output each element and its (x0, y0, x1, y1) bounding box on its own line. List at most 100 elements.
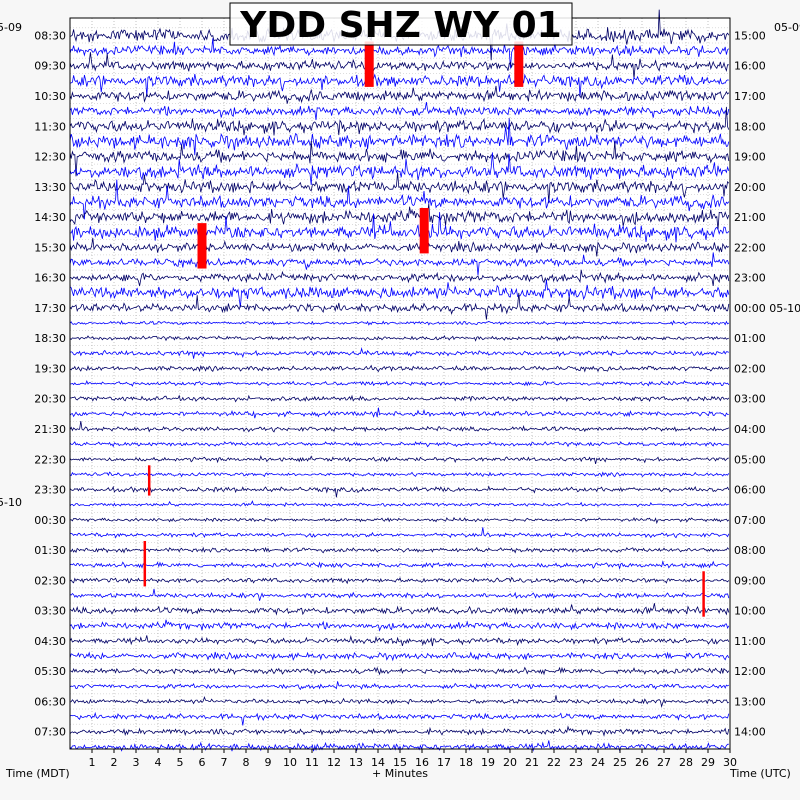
x-tick-label: 2 (111, 756, 118, 769)
left-time-label: 12:30 (34, 151, 66, 164)
left-date-mid: 05-10 (0, 496, 22, 509)
x-tick-label: 6 (199, 756, 206, 769)
trace-21 (69, 347, 729, 359)
x-tick-label: 29 (701, 756, 715, 769)
right-time-label: 18:00 (734, 120, 766, 133)
x-axis: 1 2 3 4 5 6 7 8 9 10 11 12 13 14 15 16 17 18 19 20 21 22 23 24 2… (89, 749, 737, 769)
right-time-label: 13:00 (734, 695, 766, 708)
x-tick-label: 20 (503, 756, 517, 769)
right-date-top: 05-09 (774, 21, 800, 34)
traces-layer (69, 9, 730, 752)
event-mark (419, 207, 429, 254)
trace-9 (69, 152, 730, 186)
left-time-axis: 08:30 09:30 10:30 11:30 12:30 13:30 14:30 15:30… (34, 29, 66, 738)
left-time-label: 22:30 (34, 453, 66, 466)
trace-18 (69, 292, 730, 320)
trace-42 (69, 666, 730, 676)
x-tick-label: 10 (283, 756, 297, 769)
left-time-label: 09:30 (34, 60, 66, 73)
left-time-label: 04:30 (34, 635, 66, 648)
event-mark (143, 541, 147, 587)
x-tick-label: 5 (177, 756, 184, 769)
left-time-label: 14:30 (34, 211, 66, 224)
x-tick-label: 14 (371, 756, 385, 769)
trace-40 (69, 635, 730, 647)
left-time-label: 03:30 (34, 605, 66, 618)
event-mark (702, 571, 705, 617)
trace-29 (69, 471, 730, 478)
left-time-label: 20:30 (34, 393, 66, 406)
trace-15 (69, 252, 730, 276)
trace-23 (69, 380, 730, 387)
left-time-label: 06:30 (34, 695, 66, 708)
trace-39 (69, 619, 730, 632)
trace-24 (69, 394, 730, 403)
x-tick-label: 4 (155, 756, 162, 769)
left-axis-label: Time (MDT) (5, 767, 70, 780)
right-time-label: 05:00 (734, 453, 766, 466)
left-time-label: 16:30 (34, 272, 66, 285)
right-time-label: 21:00 (734, 211, 766, 224)
x-tick-label: 3 (133, 756, 140, 769)
trace-17 (69, 280, 730, 308)
trace-1 (69, 38, 730, 69)
left-time-label: 02:30 (34, 574, 66, 587)
trace-5 (69, 102, 730, 121)
left-time-label: 07:30 (34, 726, 66, 739)
x-tick-label: 9 (265, 756, 272, 769)
x-tick-label: 8 (243, 756, 250, 769)
trace-16 (69, 269, 730, 287)
trace-20 (69, 335, 729, 342)
trace-41 (69, 651, 730, 662)
event-mark (364, 41, 374, 87)
left-time-label: 11:30 (34, 120, 66, 133)
x-tick-label: 24 (591, 756, 605, 769)
x-tick-label: 13 (349, 756, 363, 769)
right-time-label: 14:00 (734, 726, 766, 739)
right-time-label: 16:00 (734, 60, 766, 73)
trace-32 (69, 516, 730, 525)
trace-26 (69, 420, 730, 433)
trace-34 (69, 546, 730, 554)
left-time-label: 08:30 (34, 29, 66, 42)
x-tick-label: 22 (547, 756, 561, 769)
right-time-label: 11:00 (734, 635, 766, 648)
left-time-label: 21:30 (34, 423, 66, 436)
left-time-label: 15:30 (34, 241, 66, 254)
trace-46 (69, 725, 730, 737)
trace-27 (69, 441, 729, 448)
x-tick-label: 23 (569, 756, 583, 769)
left-time-label: 10:30 (34, 90, 66, 103)
left-date-top: 05-09 (0, 21, 22, 34)
trace-3 (69, 73, 729, 98)
x-tick-label: 28 (679, 756, 693, 769)
trace-10 (69, 172, 730, 204)
x-tick-label: 19 (481, 756, 495, 769)
right-time-label: 22:00 (734, 241, 766, 254)
x-tick-label: 18 (459, 756, 473, 769)
trace-33 (69, 527, 730, 539)
trace-36 (69, 576, 730, 585)
left-time-label: 18:30 (34, 332, 66, 345)
trace-43 (69, 681, 730, 691)
trace-37 (69, 588, 730, 601)
trace-22 (69, 364, 730, 373)
right-time-label: 00:00 05-10 (734, 302, 800, 315)
right-axis-label: Time (UTC) (729, 767, 791, 780)
x-tick-label: 7 (221, 756, 228, 769)
right-time-label: 17:00 (734, 90, 766, 103)
right-time-label: 20:00 (734, 181, 766, 194)
trace-11 (69, 179, 730, 220)
x-tick-label: 1 (89, 756, 96, 769)
trace-44 (69, 695, 729, 708)
right-time-label: 12:00 (734, 665, 766, 678)
right-time-label: 19:00 (734, 151, 766, 164)
trace-35 (69, 560, 729, 570)
left-time-label: 23:30 (34, 484, 66, 497)
right-time-label: 01:00 (734, 332, 766, 345)
right-time-label: 10:00 (734, 605, 766, 618)
left-time-label: 01:30 (34, 544, 66, 557)
x-tick-label: 17 (437, 756, 451, 769)
trace-31 (69, 500, 729, 508)
trace-2 (69, 52, 729, 79)
